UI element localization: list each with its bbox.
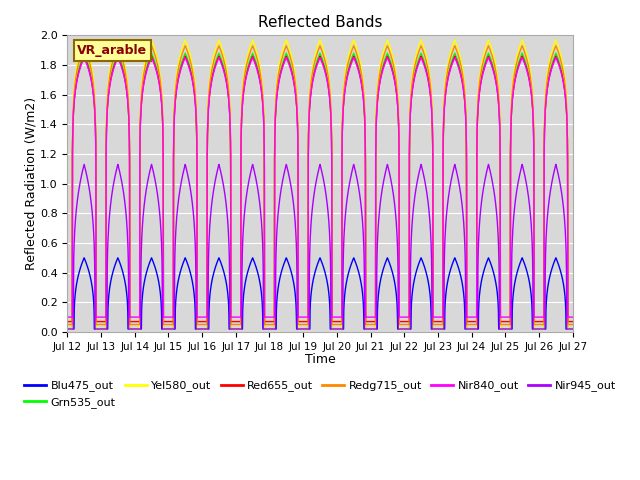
Red655_out: [552, 53, 560, 59]
Redg715_out: [172, 88, 179, 94]
Grn535_out: [390, 69, 397, 75]
Nir840_out: [390, 72, 397, 78]
Nir945_out: [569, 326, 577, 332]
Redg715_out: [552, 43, 560, 48]
Yel580_out: [166, 326, 174, 332]
Line: Blu475_out: Blu475_out: [67, 258, 573, 329]
Blu475_out: [569, 326, 577, 332]
Redg715_out: [567, 322, 575, 327]
Blu475_out: [552, 255, 560, 261]
Grn535_out: [253, 61, 260, 67]
Yel580_out: [63, 326, 71, 332]
Legend: Blu475_out, Grn535_out, Yel580_out, Red655_out, Redg715_out, Nir840_out, Nir945_: Blu475_out, Grn535_out, Yel580_out, Red6…: [20, 376, 620, 412]
Nir945_out: [253, 179, 260, 184]
Line: Red655_out: Red655_out: [67, 56, 573, 322]
Blu475_out: [63, 326, 71, 332]
Nir945_out: [166, 326, 174, 332]
Redg715_out: [253, 54, 260, 60]
Nir945_out: [390, 192, 397, 197]
Nir840_out: [172, 97, 179, 103]
Redg715_out: [390, 62, 397, 68]
Blu475_out: [567, 326, 575, 332]
Line: Yel580_out: Yel580_out: [67, 40, 573, 329]
Nir945_out: [63, 326, 71, 332]
Line: Nir945_out: Nir945_out: [67, 164, 573, 329]
Grn535_out: [552, 50, 560, 56]
Yel580_out: [461, 92, 469, 97]
Nir945_out: [461, 253, 469, 259]
Nir840_out: [166, 314, 174, 320]
Grn535_out: [567, 326, 575, 332]
Redg715_out: [63, 322, 71, 327]
Red655_out: [166, 319, 174, 324]
Line: Nir840_out: Nir840_out: [67, 58, 573, 317]
Yel580_out: [172, 84, 179, 90]
Grn535_out: [461, 103, 469, 108]
Blu475_out: [172, 304, 179, 310]
Nir840_out: [567, 314, 575, 320]
Red655_out: [172, 97, 179, 103]
Blu475_out: [390, 273, 397, 279]
Yel580_out: [390, 57, 397, 62]
Grn535_out: [569, 326, 577, 332]
Yel580_out: [253, 48, 260, 54]
Grn535_out: [172, 96, 179, 101]
Nir945_out: [552, 161, 560, 167]
Red655_out: [567, 319, 575, 324]
Redg715_out: [569, 322, 577, 327]
Red655_out: [461, 104, 469, 109]
Nir840_out: [569, 314, 577, 320]
Line: Redg715_out: Redg715_out: [67, 46, 573, 324]
Nir840_out: [461, 104, 469, 110]
Blu475_out: [461, 326, 469, 332]
Yel580_out: [552, 37, 560, 43]
Y-axis label: Reflected Radiation (W/m2): Reflected Radiation (W/m2): [24, 97, 37, 270]
Line: Grn535_out: Grn535_out: [67, 53, 573, 329]
Nir840_out: [63, 314, 71, 320]
Title: Reflected Bands: Reflected Bands: [258, 15, 382, 30]
Red655_out: [253, 63, 260, 69]
Grn535_out: [63, 326, 71, 332]
Red655_out: [569, 319, 577, 324]
Red655_out: [63, 319, 71, 324]
Nir840_out: [552, 55, 560, 60]
Redg715_out: [461, 96, 469, 102]
Text: VR_arable: VR_arable: [77, 44, 148, 57]
Nir945_out: [172, 236, 179, 242]
Yel580_out: [569, 326, 577, 332]
Red655_out: [390, 72, 397, 77]
Grn535_out: [166, 326, 174, 332]
Blu475_out: [253, 265, 260, 271]
Yel580_out: [567, 326, 575, 332]
X-axis label: Time: Time: [305, 353, 335, 366]
Redg715_out: [166, 322, 174, 327]
Blu475_out: [166, 326, 174, 332]
Nir945_out: [567, 326, 575, 332]
Nir840_out: [253, 65, 260, 71]
